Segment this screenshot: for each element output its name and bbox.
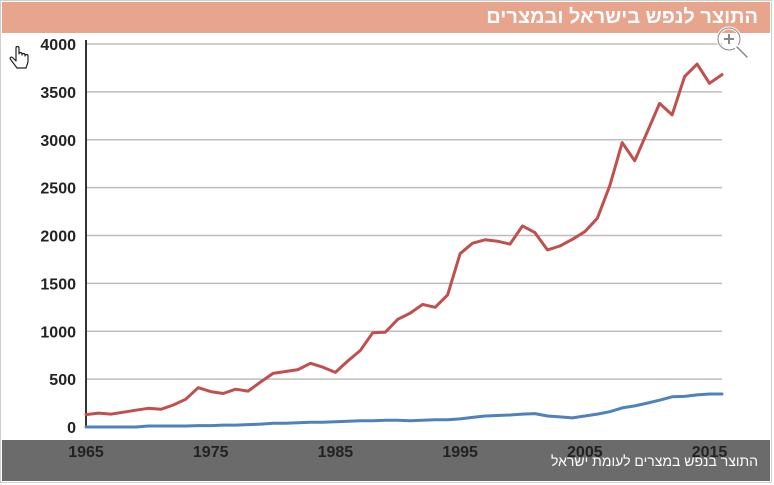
y-tick-label: 4000: [40, 37, 76, 54]
series-line-2: [84, 392, 724, 429]
y-axis-ticks: 0 500 1000 1500 2000 2500 3000 3500 4000: [40, 37, 76, 437]
y-tick-label: 1000: [40, 324, 76, 341]
footer-bar: [2, 440, 770, 481]
y-tick-label: 3000: [40, 133, 76, 150]
chart-caption: התוצר בנפש במצרים לעומת ישראל: [551, 453, 758, 469]
title-bar: התוצר לנפש בישראל ובמצרים: [2, 2, 770, 33]
series-line-1: [84, 62, 724, 417]
y-tick-label: 0: [67, 420, 76, 437]
chart-title: התוצר לנפש בישראל ובמצרים: [486, 6, 758, 28]
y-tick-label: 1500: [40, 276, 76, 293]
x-tick-label: 2005: [567, 444, 603, 461]
zoom-in-icon[interactable]: [714, 24, 752, 62]
y-tick-label: 2500: [40, 181, 76, 198]
x-tick-label: 1985: [318, 444, 354, 461]
x-tick-label: 2015: [692, 444, 728, 461]
y-tick-label: 500: [49, 372, 76, 389]
x-tick-label: 1995: [442, 444, 478, 461]
y-tick-label: 2000: [40, 229, 76, 246]
y-tick-label: 3500: [40, 85, 76, 102]
x-tick-label: 1975: [193, 444, 229, 461]
series-lines: [84, 62, 724, 429]
hand-pointer-icon: [8, 45, 32, 74]
x-tick-label: 1965: [68, 444, 104, 461]
grid-lines: [86, 43, 722, 380]
